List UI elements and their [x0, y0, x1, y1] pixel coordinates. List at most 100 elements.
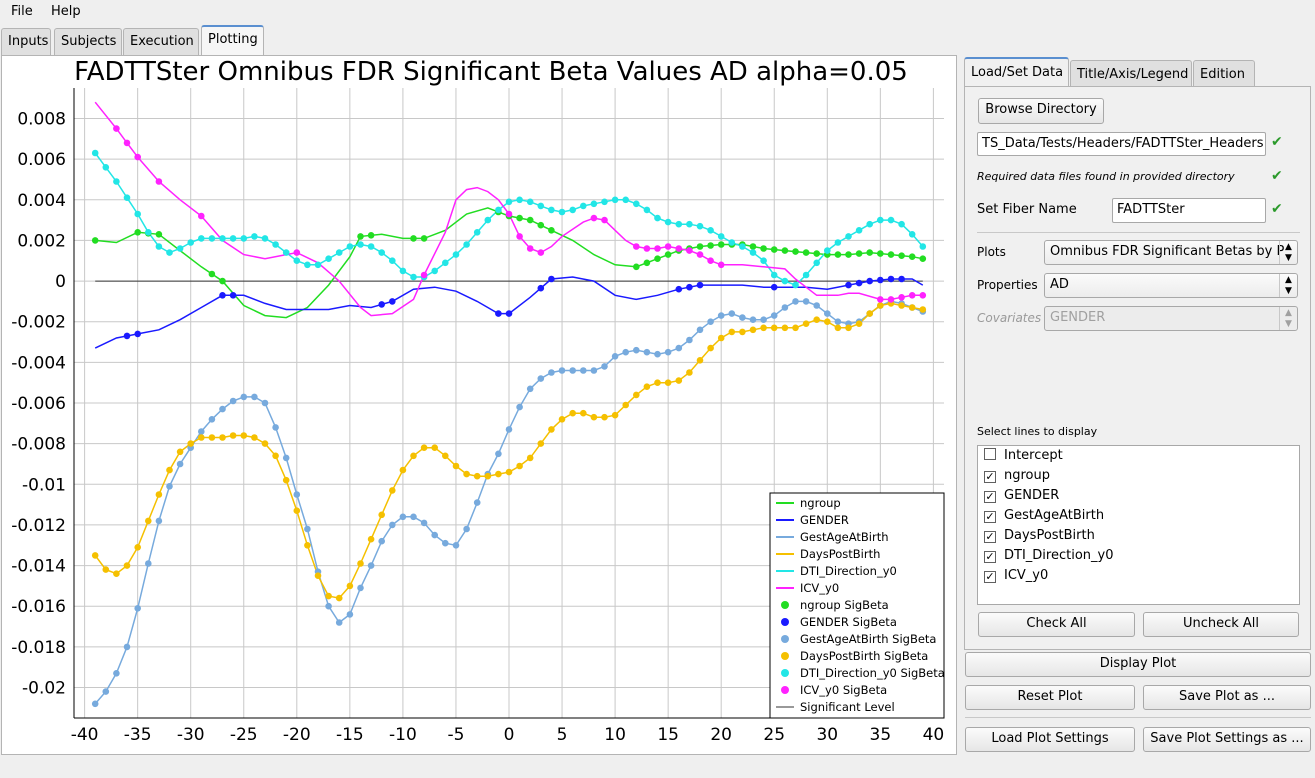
- save-plot-settings-button[interactable]: Save Plot Settings as ...: [1143, 727, 1311, 752]
- legend-dot-swatch: [781, 635, 789, 643]
- sig-point-DaysPostBirth: [399, 466, 407, 474]
- sig-point-DTI_Direction_y0: [123, 194, 131, 201]
- plots-select-value: Omnibus FDR Significant Betas by P: [1050, 244, 1285, 259]
- plot-area: FADTTSter Omnibus FDR Significant Beta V…: [1, 55, 957, 755]
- sig-point-DaysPostBirth: [357, 560, 364, 567]
- sig-point-DaysPostBirth: [272, 452, 279, 460]
- sig-point-ICV_y0: [113, 125, 120, 132]
- sig-point-GestAgeAtBirth: [569, 367, 576, 374]
- sig-point-GestAgeAtBirth: [420, 519, 428, 527]
- legend-entry: Significant Level: [800, 700, 895, 714]
- sig-point-ngroup: [91, 237, 99, 244]
- x-tick-label: -40: [71, 725, 99, 745]
- sig-point-DaysPostBirth: [378, 511, 386, 519]
- y-tick-label: -0.004: [11, 353, 66, 373]
- legend-entry: ICV_y0 SigBeta: [800, 683, 887, 697]
- sig-point-DTI_Direction_y0: [463, 241, 470, 248]
- sig-point-DaysPostBirth: [282, 476, 290, 484]
- sig-point-GestAgeAtBirth: [781, 304, 789, 311]
- checkbox-checked-icon[interactable]: ✓: [984, 530, 996, 543]
- line-item-label: DaysPostBirth: [1004, 528, 1095, 543]
- y-tick-label: 0: [55, 272, 66, 292]
- sig-point-DaysPostBirth: [739, 328, 746, 336]
- check-all-button[interactable]: Check All: [978, 612, 1135, 637]
- sig-point-DTI_Direction_y0: [91, 149, 99, 157]
- checkbox-checked-icon[interactable]: ✓: [984, 550, 996, 563]
- sig-point-ICV_y0: [707, 257, 714, 264]
- checkbox-icon[interactable]: [984, 448, 996, 460]
- sig-point-DTI_Direction_y0: [357, 241, 364, 248]
- lines-list: Intercept ✓ ngroup ✓ GENDER ✓ GestAgeAtBirt…: [977, 445, 1300, 605]
- sig-point-ngroup: [866, 249, 873, 256]
- line-item-icv[interactable]: ✓ ICV_y0: [984, 566, 1048, 586]
- sig-point-ngroup: [219, 277, 226, 285]
- legend-entry: GestAgeAtBirth SigBeta: [800, 632, 936, 646]
- sig-point-ICV_y0: [717, 261, 725, 269]
- sig-point-DTI_Direction_y0: [633, 200, 640, 208]
- load-plot-settings-button[interactable]: Load Plot Settings: [965, 727, 1135, 752]
- sig-point-GestAgeAtBirth: [293, 491, 301, 498]
- sig-point-DTI_Direction_y0: [887, 216, 895, 224]
- checkbox-checked-icon[interactable]: ✓: [984, 510, 996, 523]
- line-item-gestageatbirth[interactable]: ✓ GestAgeAtBirth: [984, 506, 1104, 526]
- save-plot-button[interactable]: Save Plot as ...: [1143, 685, 1311, 710]
- line-item-label: DTI_Direction_y0: [1004, 548, 1114, 563]
- sig-point-ICV_y0: [123, 139, 131, 147]
- checkbox-checked-icon[interactable]: ✓: [984, 570, 996, 583]
- properties-select[interactable]: AD ▲ ▼: [1044, 273, 1298, 298]
- plots-select[interactable]: Omnibus FDR Significant Betas by P ▲ ▼: [1044, 240, 1298, 265]
- line-item-ngroup[interactable]: ✓ ngroup: [984, 466, 1050, 486]
- sig-point-DaysPostBirth: [898, 302, 905, 309]
- plot-svg: FADTTSter Omnibus FDR Significant Beta V…: [11, 57, 945, 745]
- tab-inputs[interactable]: Inputs: [1, 28, 51, 55]
- sig-point-ICV_y0: [537, 249, 545, 256]
- line-item-gender[interactable]: ✓ GENDER: [984, 486, 1059, 506]
- sig-point-GestAgeAtBirth: [675, 344, 683, 352]
- tab-plotting[interactable]: Plotting: [201, 25, 264, 56]
- sig-point-GestAgeAtBirth: [357, 584, 364, 592]
- line-item-intercept[interactable]: Intercept: [984, 446, 1063, 466]
- sig-point-DTI_Direction_y0: [537, 202, 545, 210]
- legend-dot-swatch: [781, 652, 789, 660]
- y-tick-label: -0.02: [22, 679, 66, 699]
- line-item-dayspostbirth[interactable]: ✓ DaysPostBirth: [984, 526, 1095, 546]
- fiber-name-field[interactable]: FADTTSter: [1112, 198, 1266, 223]
- tab-title-axis-legend[interactable]: Title/Axis/Legend: [1070, 60, 1192, 86]
- sig-point-GestAgeAtBirth: [399, 513, 407, 521]
- legend-entry: ICV_y0: [800, 581, 839, 595]
- directory-field[interactable]: TS_Data/Tests/Headers/FADTTSter_Headers: [977, 132, 1266, 156]
- checkbox-checked-icon[interactable]: ✓: [984, 490, 996, 503]
- tab-load-set-data[interactable]: Load/Set Data: [964, 57, 1069, 87]
- display-plot-button[interactable]: Display Plot: [965, 652, 1311, 677]
- sig-point-DTI_Direction_y0: [866, 220, 873, 228]
- uncheck-all-button[interactable]: Uncheck All: [1143, 612, 1299, 637]
- tab-subjects[interactable]: Subjects: [54, 28, 122, 55]
- sig-point-DaysPostBirth: [187, 440, 194, 447]
- checkbox-checked-icon[interactable]: ✓: [984, 470, 996, 483]
- menu-help[interactable]: Help: [51, 4, 81, 19]
- reset-plot-button[interactable]: Reset Plot: [965, 685, 1135, 710]
- sig-point-DaysPostBirth: [431, 444, 439, 452]
- x-tick-label: -25: [230, 725, 258, 745]
- sig-point-DaysPostBirth: [580, 409, 587, 417]
- menu-file[interactable]: File: [11, 4, 33, 19]
- tab-execution[interactable]: Execution: [123, 28, 199, 55]
- line-item-dti-direction[interactable]: ✓ DTI_Direction_y0: [984, 546, 1113, 566]
- sig-point-ngroup: [420, 235, 428, 242]
- sig-point-DaysPostBirth: [325, 592, 332, 600]
- sig-point-GestAgeAtBirth: [102, 688, 110, 695]
- directory-ok-icon: ✔: [1271, 134, 1283, 150]
- line-item-label: ICV_y0: [1004, 568, 1049, 583]
- tab-edition[interactable]: Edition: [1193, 60, 1255, 86]
- legend-entry: GENDER SigBeta: [800, 615, 897, 629]
- sig-point-DaysPostBirth: [335, 594, 343, 602]
- sig-point-DTI_Direction_y0: [707, 227, 714, 234]
- sig-point-GestAgeAtBirth: [505, 426, 513, 433]
- y-tick-label: -0.008: [11, 435, 66, 455]
- sig-point-DTI_Direction_y0: [898, 220, 905, 228]
- sig-point-DTI_Direction_y0: [908, 231, 916, 238]
- sig-point-DTI_Direction_y0: [728, 239, 736, 246]
- x-tick-label: -10: [389, 725, 417, 745]
- sig-point-DaysPostBirth: [707, 344, 714, 352]
- browse-directory-button[interactable]: Browse Directory: [978, 98, 1104, 124]
